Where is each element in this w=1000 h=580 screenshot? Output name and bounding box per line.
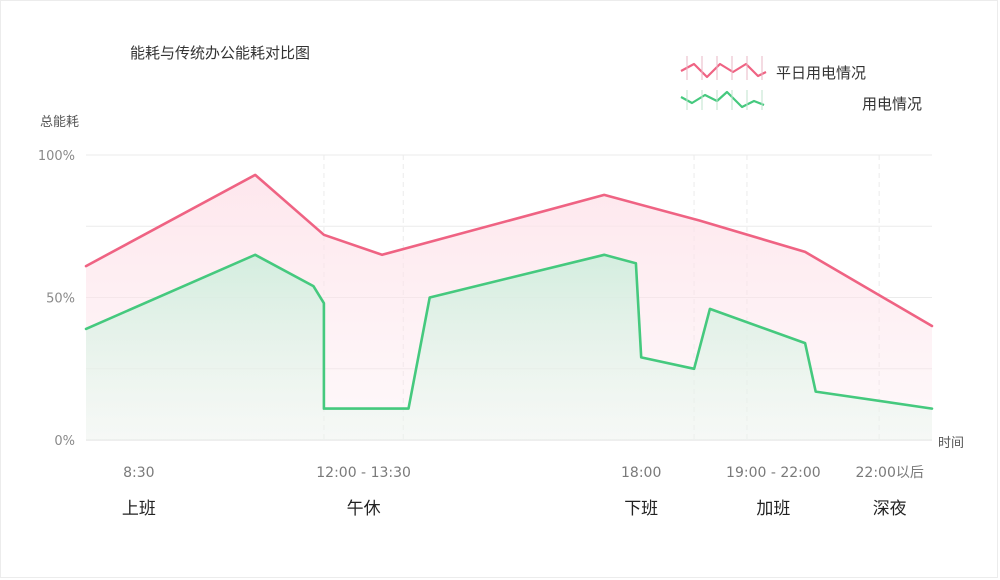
legend-swatch-series-0	[680, 62, 767, 79]
y-tick-label: 50%	[46, 292, 75, 307]
x-axis-label: 时间	[938, 436, 964, 451]
legend: 平日用电情况 用电情况	[680, 56, 922, 113]
legend-label-series-0: 平日用电情况	[776, 64, 866, 82]
series-areas	[86, 174, 932, 440]
phase-label: 上班	[122, 499, 156, 519]
phase-labels: 上班 午休 下班 加班 深夜	[122, 499, 907, 519]
x-tick-label: 12:00 - 13:30	[316, 465, 411, 481]
legend-item-series-1: 用电情况	[680, 90, 922, 113]
x-tick-label: 19:00 - 22:00	[726, 465, 821, 481]
y-axis-label: 总能耗	[40, 115, 79, 130]
series-line-1	[84, 253, 934, 410]
legend-swatch-series-1	[680, 90, 765, 109]
legend-item-series-0: 平日用电情况	[680, 56, 866, 82]
phase-label: 加班	[756, 499, 790, 519]
y-tick-label: 100%	[38, 149, 75, 164]
x-ticks: 8:30 12:00 - 13:30 18:00 19:00 - 22:00 22:00…	[123, 465, 924, 481]
phase-label: 午休	[347, 499, 381, 519]
legend-label-series-1: 用电情况	[862, 95, 922, 113]
x-tick-label: 8:30	[123, 465, 154, 481]
chart-title: 能耗与传统办公能耗对比图	[130, 44, 310, 62]
x-tick-label: 22:00以后	[856, 465, 924, 481]
legend-swatch-ticks-1	[686, 90, 763, 110]
series-line-0	[84, 173, 934, 328]
phase-label: 下班	[624, 499, 658, 519]
y-ticks: 0% 50% 100%	[38, 149, 75, 449]
phase-label: 深夜	[873, 499, 907, 519]
series-lines	[84, 173, 934, 410]
series-area-1	[86, 254, 932, 440]
y-tick-label: 0%	[54, 434, 75, 449]
legend-swatch-ticks-0	[686, 56, 763, 80]
x-tick-label: 18:00	[621, 465, 661, 481]
